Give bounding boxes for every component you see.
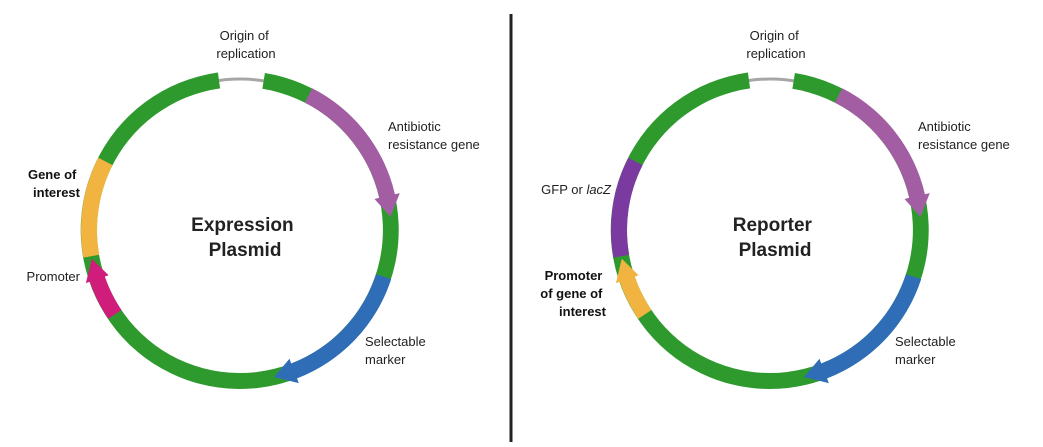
reporter-gene-segment [610, 157, 643, 258]
reporter-promoter-arrow [615, 258, 652, 319]
reporter-title: Reporter Plasmid [733, 215, 817, 261]
reporter-gene-label: GFP or lacZ [541, 182, 612, 197]
expression-goi-label: Gene of interest [28, 167, 81, 200]
expression-selectable-label: Selectable marker [365, 334, 429, 367]
expression-antibiotic-label: Antibiotic resistance gene [388, 119, 480, 152]
expression-promoter-arrow [85, 258, 122, 319]
expression-selectable-arrow [274, 274, 392, 384]
reporter-selectable-label: Selectable marker [895, 334, 959, 367]
expression-antibiotic-arrow [304, 88, 400, 217]
expression-gene-of-interest-segment [80, 157, 113, 258]
expression-promoter-label: Promoter [27, 269, 81, 284]
reporter-plasmid: Reporter Plasmid Origin of replication A… [540, 28, 1010, 389]
expression-title: Expression Plasmid [191, 215, 299, 261]
expression-plasmid: Expression Plasmid Origin of replication… [27, 28, 480, 389]
reporter-antibiotic-label: Antibiotic resistance gene [918, 119, 1010, 152]
reporter-selectable-arrow [804, 274, 922, 384]
reporter-origin-label: Origin of replication [746, 28, 805, 61]
reporter-promoter-label: Promoter of gene of interest [540, 268, 606, 319]
expression-origin-label: Origin of replication [216, 28, 275, 61]
reporter-antibiotic-arrow [834, 88, 930, 217]
